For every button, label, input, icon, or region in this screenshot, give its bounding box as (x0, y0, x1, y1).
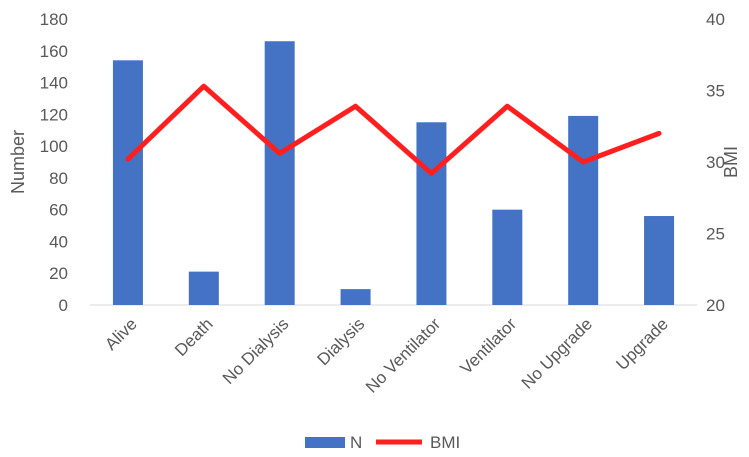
y-tick-label: 180 (40, 10, 68, 29)
y2-tick-label: 20 (706, 296, 725, 315)
bar-6 (492, 209, 523, 305)
y-tick-label: 0 (59, 296, 68, 315)
y-axis-ticks: 0 20 40 60 80 100 120 140 160 180 (40, 10, 68, 315)
legend: N BMI (305, 433, 460, 452)
y2-tick-label: 40 (706, 10, 725, 29)
bar-2 (188, 271, 219, 305)
y-axis-title: Number (8, 130, 28, 194)
line-series-bmi (125, 83, 662, 176)
x-tick-label: Death (171, 314, 217, 360)
x-tick-label: Alive (101, 314, 140, 353)
y-tick-label: 20 (49, 264, 68, 283)
bar-8 (644, 216, 675, 305)
bar-series-n (112, 41, 675, 306)
y-tick-label: 100 (40, 137, 68, 156)
bar-4 (340, 289, 371, 305)
bar-3 (264, 41, 295, 305)
y2-tick-label: 30 (706, 153, 725, 172)
y2-tick-label: 35 (706, 82, 725, 101)
bar-5 (416, 122, 447, 306)
y-tick-label: 60 (49, 201, 68, 220)
legend-label-n: N (350, 433, 362, 452)
x-tick-label: No Ventilator (362, 314, 445, 397)
y-tick-label: 80 (49, 169, 68, 188)
y2-axis-ticks: 20 25 30 35 40 (706, 10, 725, 315)
legend-swatch-n (305, 437, 345, 448)
x-tick-label: Dialysis (314, 314, 369, 369)
y-tick-label: 140 (40, 74, 68, 93)
y2-axis-title: BMI (721, 146, 741, 178)
bar-1 (112, 60, 143, 305)
x-tick-label: No Upgrade (518, 314, 596, 392)
legend-label-bmi: BMI (430, 433, 460, 452)
y-tick-label: 120 (40, 105, 68, 124)
y-tick-label: 160 (40, 42, 68, 61)
x-tick-label: No Dialysis (219, 314, 293, 388)
x-tick-label: Ventilator (457, 314, 521, 378)
y-tick-label: 40 (49, 232, 68, 251)
x-tick-label: Upgrade (612, 314, 672, 374)
bar-7 (568, 115, 599, 305)
y2-tick-label: 25 (706, 225, 725, 244)
